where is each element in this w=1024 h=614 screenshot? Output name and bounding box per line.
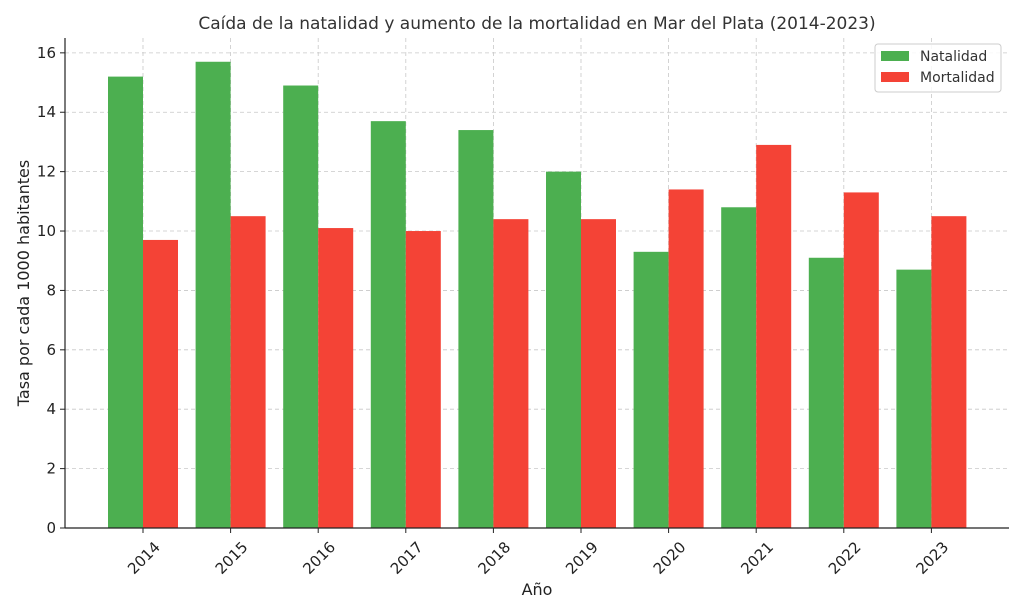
x-tick-label: 2015 <box>212 538 252 578</box>
legend-swatch-natalidad <box>881 51 909 61</box>
x-tick-label: 2014 <box>124 538 164 578</box>
x-tick-label: 2016 <box>299 538 339 578</box>
bar-natalidad-2021 <box>721 207 757 529</box>
legend-label-natalidad: Natalidad <box>920 49 987 65</box>
bar-natalidad-2015 <box>195 61 231 529</box>
y-tick-label: 16 <box>37 44 56 62</box>
bar-mortalidad-2018 <box>493 219 529 528</box>
bar-mortalidad-2020 <box>668 189 704 529</box>
bar-natalidad-2017 <box>370 121 406 528</box>
x-tick-label: 2023 <box>912 538 952 578</box>
x-tick-label: 2019 <box>562 538 602 578</box>
y-ticks: 0 2 4 6 8 10 12 14 16 <box>37 44 65 537</box>
y-axis-label: Tasa por cada 1000 habitantes <box>14 160 33 407</box>
bar-natalidad-2014 <box>108 76 143 528</box>
y-tick-label: 12 <box>37 163 56 181</box>
legend: Natalidad Mortalidad <box>874 43 1002 93</box>
axes <box>64 38 1009 529</box>
legend-label-mortalidad: Mortalidad <box>920 70 995 86</box>
y-tick-label: 4 <box>46 400 56 418</box>
y-tick-label: 2 <box>46 460 56 478</box>
bar-mortalidad-2016 <box>318 228 354 528</box>
bar-mortalidad-2017 <box>405 231 441 528</box>
bar-natalidad-2018 <box>458 130 494 528</box>
bar-natalidad-2020 <box>633 251 669 528</box>
x-tick-label: 2018 <box>474 538 514 578</box>
bar-mortalidad-2019 <box>581 219 616 528</box>
bar-mortalidad-2022 <box>843 192 879 528</box>
x-tick-label: 2022 <box>825 538 865 578</box>
bar-natalidad-2023 <box>896 269 932 528</box>
chart-title: Caída de la natalidad y aumento de la mo… <box>198 14 875 34</box>
y-tick-label: 0 <box>46 519 56 537</box>
legend-swatch-mortalidad <box>881 72 909 82</box>
x-tick-label: 2020 <box>650 538 690 578</box>
x-tick-label: 2021 <box>737 538 777 578</box>
y-tick-label: 14 <box>37 103 56 121</box>
y-tick-label: 6 <box>46 341 56 359</box>
x-ticks: 2014 2015 2016 2017 2018 2019 2020 2021 2022 2023 <box>124 528 952 578</box>
x-axis-label: Año <box>522 580 553 599</box>
y-tick-label: 10 <box>37 222 56 240</box>
bars <box>108 61 967 529</box>
bar-mortalidad-2023 <box>931 216 967 528</box>
y-tick-label: 8 <box>46 281 56 299</box>
bar-mortalidad-2014 <box>143 239 178 528</box>
x-tick-label: 2017 <box>387 538 427 578</box>
bar-natalidad-2019 <box>546 171 581 529</box>
bar-mortalidad-2015 <box>230 216 266 528</box>
bar-natalidad-2016 <box>283 85 319 529</box>
bar-natalidad-2022 <box>808 257 844 528</box>
bar-mortalidad-2021 <box>756 144 792 528</box>
